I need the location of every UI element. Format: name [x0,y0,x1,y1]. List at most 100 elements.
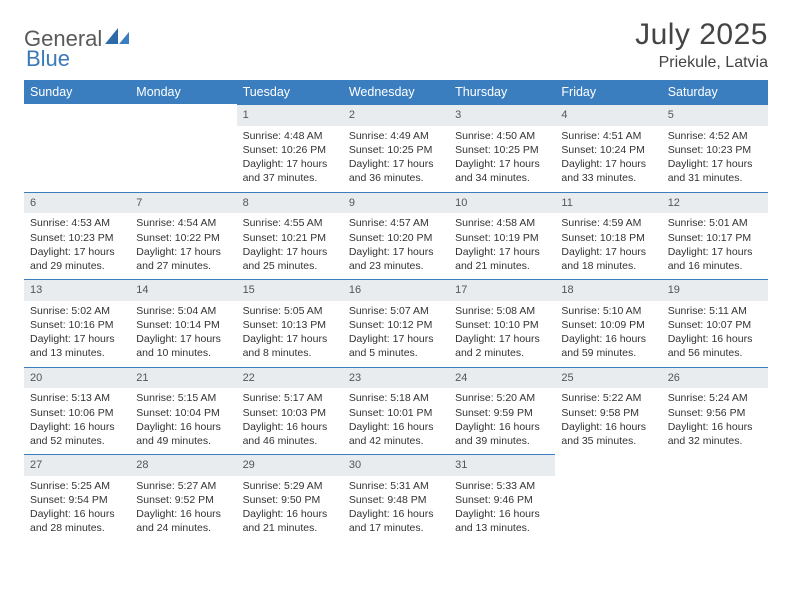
daylight-text: Daylight: 16 hours and 56 minutes. [668,332,762,360]
daylight-text: Daylight: 17 hours and 37 minutes. [243,157,337,185]
calendar-day-cell: 20Sunrise: 5:13 AMSunset: 10:06 PMDaylig… [24,367,130,455]
day-header: Tuesday [237,80,343,104]
day-body: Sunrise: 4:54 AMSunset: 10:22 PMDaylight… [130,213,236,279]
day-header: Friday [555,80,661,104]
daylight-text: Daylight: 16 hours and 32 minutes. [668,420,762,448]
day-number: 7 [130,192,236,214]
sunset-text: Sunset: 10:07 PM [668,318,762,332]
sunrise-text: Sunrise: 5:01 AM [668,216,762,230]
daylight-text: Daylight: 16 hours and 59 minutes. [561,332,655,360]
day-number: 2 [343,104,449,126]
calendar-page: General July 2025 Priekule, Latvia Blue … [0,0,792,560]
sunset-text: Sunset: 10:19 PM [455,231,549,245]
calendar-day-cell: 26Sunrise: 5:24 AMSunset: 9:56 PMDayligh… [662,367,768,455]
sunrise-text: Sunrise: 4:55 AM [243,216,337,230]
sunset-text: Sunset: 10:13 PM [243,318,337,332]
daylight-text: Daylight: 17 hours and 2 minutes. [455,332,549,360]
calendar-head: SundayMondayTuesdayWednesdayThursdayFrid… [24,80,768,104]
day-body: Sunrise: 4:59 AMSunset: 10:18 PMDaylight… [555,213,661,279]
sunrise-text: Sunrise: 5:04 AM [136,304,230,318]
title-block: July 2025 Priekule, Latvia [635,18,768,72]
day-body: Sunrise: 5:01 AMSunset: 10:17 PMDaylight… [662,213,768,279]
daylight-text: Daylight: 16 hours and 39 minutes. [455,420,549,448]
day-body: Sunrise: 4:49 AMSunset: 10:25 PMDaylight… [343,126,449,192]
sunset-text: Sunset: 10:23 PM [668,143,762,157]
calendar-day-cell: 28Sunrise: 5:27 AMSunset: 9:52 PMDayligh… [130,454,236,542]
calendar-empty-cell [555,454,661,542]
day-body: Sunrise: 5:20 AMSunset: 9:59 PMDaylight:… [449,388,555,454]
daylight-text: Daylight: 16 hours and 28 minutes. [30,507,124,535]
sunset-text: Sunset: 10:09 PM [561,318,655,332]
sunrise-text: Sunrise: 4:51 AM [561,129,655,143]
sunset-text: Sunset: 9:50 PM [243,493,337,507]
sunrise-text: Sunrise: 5:33 AM [455,479,549,493]
sunset-text: Sunset: 9:59 PM [455,406,549,420]
day-body: Sunrise: 4:50 AMSunset: 10:25 PMDaylight… [449,126,555,192]
day-header: Wednesday [343,80,449,104]
calendar-table: SundayMondayTuesdayWednesdayThursdayFrid… [24,80,768,542]
sunrise-text: Sunrise: 5:24 AM [668,391,762,405]
day-number: 5 [662,104,768,126]
calendar-empty-cell [662,454,768,542]
calendar-day-cell: 18Sunrise: 5:10 AMSunset: 10:09 PMDaylig… [555,279,661,367]
sunrise-text: Sunrise: 5:29 AM [243,479,337,493]
calendar-day-cell: 12Sunrise: 5:01 AMSunset: 10:17 PMDaylig… [662,192,768,280]
calendar-day-cell: 11Sunrise: 4:59 AMSunset: 10:18 PMDaylig… [555,192,661,280]
sunrise-text: Sunrise: 5:22 AM [561,391,655,405]
day-body: Sunrise: 4:53 AMSunset: 10:23 PMDaylight… [24,213,130,279]
day-number: 15 [237,279,343,301]
day-body: Sunrise: 5:31 AMSunset: 9:48 PMDaylight:… [343,476,449,542]
sunset-text: Sunset: 10:26 PM [243,143,337,157]
calendar-day-cell: 14Sunrise: 5:04 AMSunset: 10:14 PMDaylig… [130,279,236,367]
calendar-day-cell: 6Sunrise: 4:53 AMSunset: 10:23 PMDayligh… [24,192,130,280]
calendar-day-cell: 10Sunrise: 4:58 AMSunset: 10:19 PMDaylig… [449,192,555,280]
day-header: Thursday [449,80,555,104]
day-number: 24 [449,367,555,389]
sunset-text: Sunset: 10:12 PM [349,318,443,332]
sunrise-text: Sunrise: 5:17 AM [243,391,337,405]
daylight-text: Daylight: 16 hours and 46 minutes. [243,420,337,448]
day-number: 11 [555,192,661,214]
calendar-empty-cell [130,104,236,192]
sunrise-text: Sunrise: 5:08 AM [455,304,549,318]
day-body: Sunrise: 5:18 AMSunset: 10:01 PMDaylight… [343,388,449,454]
sunset-text: Sunset: 10:23 PM [30,231,124,245]
day-body: Sunrise: 4:57 AMSunset: 10:20 PMDaylight… [343,213,449,279]
day-body: Sunrise: 5:04 AMSunset: 10:14 PMDaylight… [130,301,236,367]
day-number: 12 [662,192,768,214]
day-number: 27 [24,454,130,476]
day-body: Sunrise: 5:10 AMSunset: 10:09 PMDaylight… [555,301,661,367]
calendar-week-row: 20Sunrise: 5:13 AMSunset: 10:06 PMDaylig… [24,367,768,455]
sunrise-text: Sunrise: 4:50 AM [455,129,549,143]
day-body: Sunrise: 5:25 AMSunset: 9:54 PMDaylight:… [24,476,130,542]
daylight-text: Daylight: 17 hours and 29 minutes. [30,245,124,273]
calendar-day-cell: 5Sunrise: 4:52 AMSunset: 10:23 PMDayligh… [662,104,768,192]
day-number: 4 [555,104,661,126]
calendar-day-cell: 4Sunrise: 4:51 AMSunset: 10:24 PMDayligh… [555,104,661,192]
sunset-text: Sunset: 10:10 PM [455,318,549,332]
sunset-text: Sunset: 9:48 PM [349,493,443,507]
calendar-day-cell: 29Sunrise: 5:29 AMSunset: 9:50 PMDayligh… [237,454,343,542]
day-body: Sunrise: 5:29 AMSunset: 9:50 PMDaylight:… [237,476,343,542]
sunset-text: Sunset: 9:54 PM [30,493,124,507]
sunset-text: Sunset: 10:06 PM [30,406,124,420]
sunset-text: Sunset: 9:52 PM [136,493,230,507]
daylight-text: Daylight: 17 hours and 33 minutes. [561,157,655,185]
sunrise-text: Sunrise: 5:07 AM [349,304,443,318]
daylight-text: Daylight: 17 hours and 21 minutes. [455,245,549,273]
day-number: 6 [24,192,130,214]
day-body: Sunrise: 5:05 AMSunset: 10:13 PMDaylight… [237,301,343,367]
day-body: Sunrise: 5:07 AMSunset: 10:12 PMDaylight… [343,301,449,367]
calendar-day-cell: 27Sunrise: 5:25 AMSunset: 9:54 PMDayligh… [24,454,130,542]
calendar-day-cell: 13Sunrise: 5:02 AMSunset: 10:16 PMDaylig… [24,279,130,367]
calendar-week-row: 13Sunrise: 5:02 AMSunset: 10:16 PMDaylig… [24,279,768,367]
day-body: Sunrise: 4:51 AMSunset: 10:24 PMDaylight… [555,126,661,192]
sunrise-text: Sunrise: 4:54 AM [136,216,230,230]
day-number: 29 [237,454,343,476]
daylight-text: Daylight: 16 hours and 52 minutes. [30,420,124,448]
calendar-day-cell: 9Sunrise: 4:57 AMSunset: 10:20 PMDayligh… [343,192,449,280]
sunrise-text: Sunrise: 5:11 AM [668,304,762,318]
calendar-day-cell: 30Sunrise: 5:31 AMSunset: 9:48 PMDayligh… [343,454,449,542]
sunrise-text: Sunrise: 5:18 AM [349,391,443,405]
day-number: 18 [555,279,661,301]
